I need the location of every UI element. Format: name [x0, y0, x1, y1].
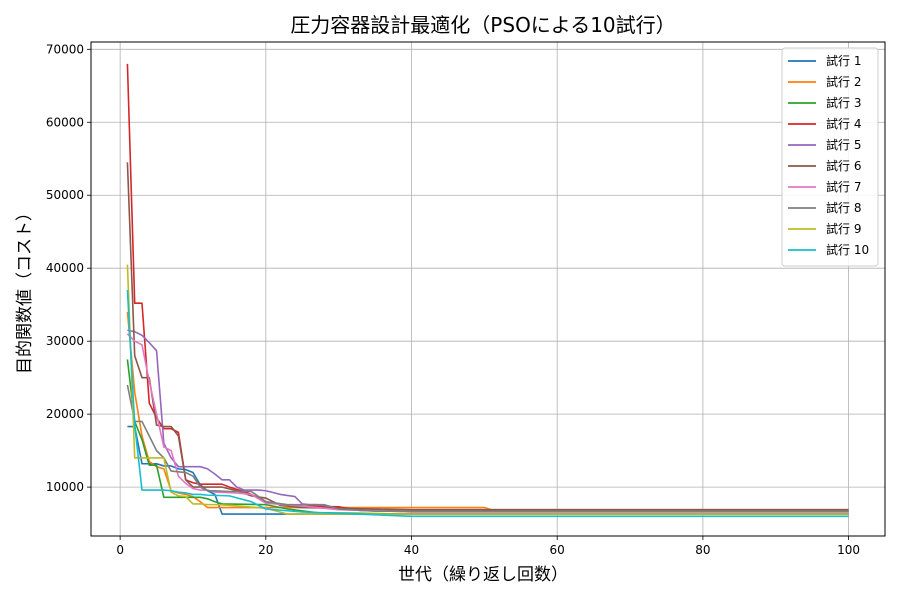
legend-label: 試行 6: [826, 158, 861, 173]
x-tick-label: 60: [550, 543, 565, 557]
y-tick-label: 20000: [46, 407, 84, 421]
series-lines: [126, 63, 849, 518]
x-axis-label: 世代（繰り返し回数）: [398, 565, 568, 585]
series-line-trial-10: [126, 290, 849, 518]
legend-label: 試行 7: [826, 179, 861, 194]
x-tick-label: 40: [404, 543, 419, 557]
chart-title: 圧力容器設計最適化（PSOによる10試行）: [290, 13, 675, 37]
legend-label: 試行 9: [826, 221, 861, 236]
y-tick-label: 40000: [46, 261, 84, 275]
y-axis-ticks: 10000 20000 30000 40000 50000 60000 70000: [46, 42, 91, 494]
series-line-trial-7: [126, 333, 849, 513]
x-tick-label: 20: [258, 543, 273, 557]
legend-label: 試行 8: [826, 200, 861, 215]
legend-label: 試行 3: [826, 95, 861, 110]
y-tick-label: 10000: [46, 480, 84, 494]
legend-label: 試行 2: [826, 74, 861, 89]
series-line-trial-1: [127, 425, 849, 515]
plot-frame: [90, 41, 886, 537]
grid: [91, 42, 885, 536]
y-tick-label: 50000: [46, 188, 84, 202]
x-axis-ticks: 0 20 40 60 80 100: [116, 536, 860, 557]
y-tick-label: 60000: [46, 115, 84, 129]
legend-label: 試行 10: [826, 242, 869, 257]
series-line-trial-8: [126, 384, 849, 512]
legend-label: 試行 5: [826, 137, 861, 152]
legend: 試行 1 試行 2 試行 3 試行 4 試行 5 試行 6 試行 7 試行 8 試行 9 試行 1…: [781, 47, 879, 267]
y-axis-label: 目的関数値（コスト）: [15, 204, 35, 374]
series-line-trial-3: [126, 359, 849, 515]
x-tick-label: 100: [837, 543, 860, 557]
y-tick-label: 70000: [46, 42, 84, 56]
y-tick-label: 30000: [46, 334, 84, 348]
x-tick-label: 80: [695, 543, 710, 557]
legend-label: 試行 1: [826, 53, 861, 68]
legend-label: 試行 4: [826, 116, 861, 131]
x-tick-label: 0: [116, 543, 124, 557]
series-line-trial-9: [126, 264, 849, 515]
